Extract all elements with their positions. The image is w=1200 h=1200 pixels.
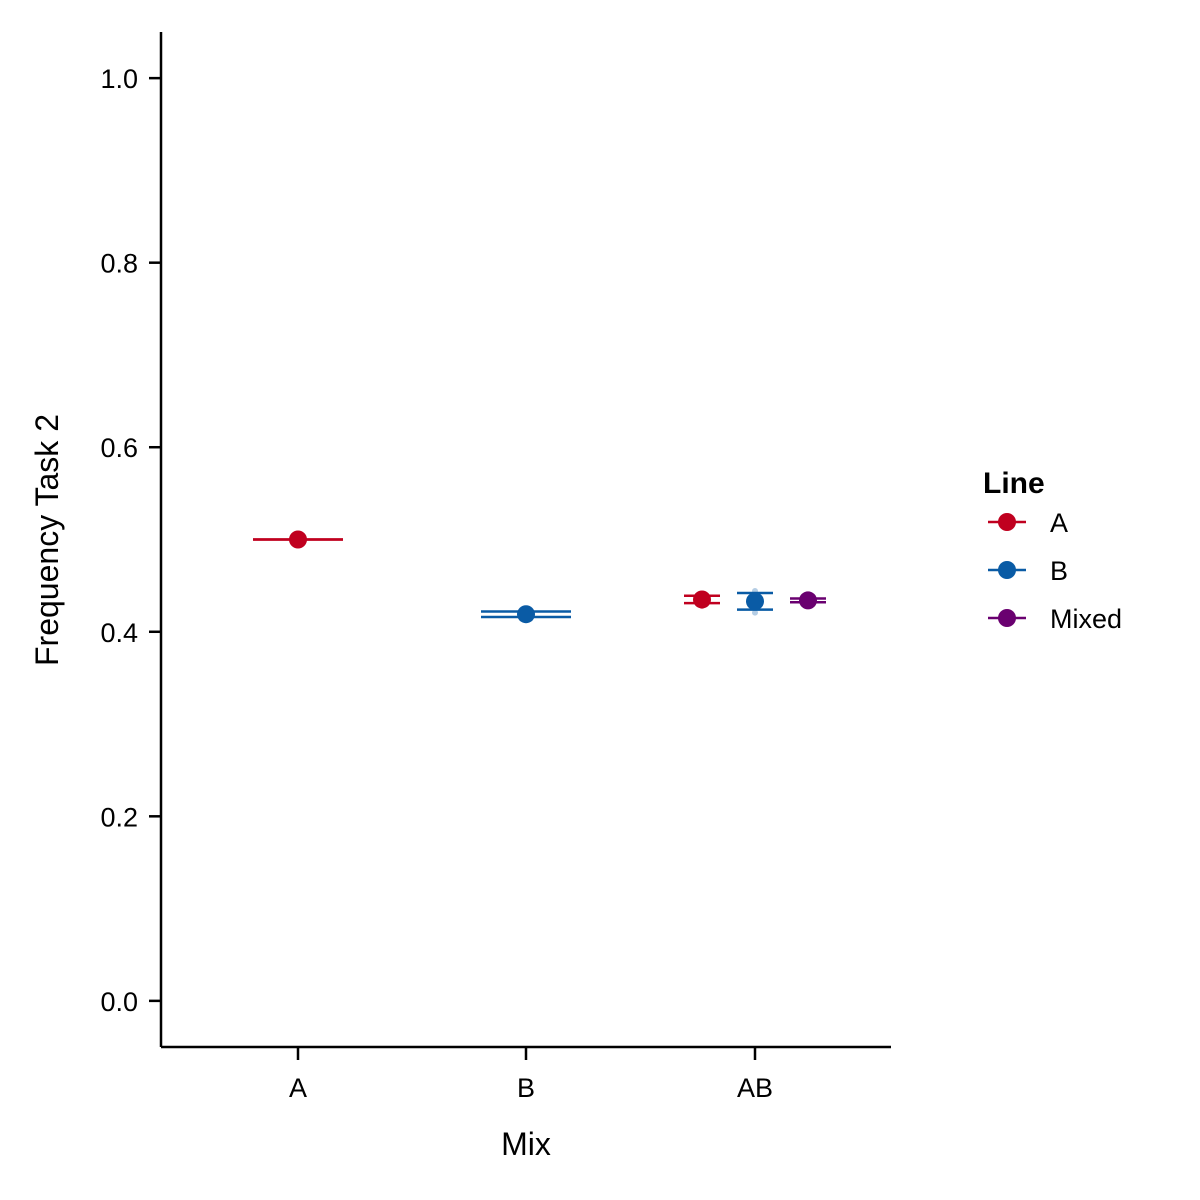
x-tick-label: AB [737, 1073, 773, 1103]
y-tick-label: 0.6 [100, 433, 138, 463]
y-tick-label: 1.0 [100, 64, 138, 94]
y-tick-label: 0.2 [100, 802, 138, 832]
raw-points [295, 534, 811, 624]
data-points [289, 530, 817, 624]
x-axis-title: Mix [501, 1126, 551, 1162]
data-point [799, 591, 817, 610]
y-tick-label: 0.0 [100, 987, 138, 1017]
legend-key-point [998, 609, 1016, 627]
legend-title: Line [983, 467, 1045, 500]
legend-label: Mixed [1050, 604, 1122, 634]
data-point [289, 530, 307, 549]
x-ticks: A B AB [289, 1047, 773, 1103]
data-point [693, 590, 711, 609]
legend-item: A [988, 508, 1068, 538]
legend: Line AB Mixed [983, 467, 1122, 634]
x-tick-label: A [289, 1073, 307, 1103]
y-ticks: 0.0 0.2 0.4 0.6 0.8 1.0 [100, 64, 161, 1017]
legend-item: Mixed [988, 604, 1122, 634]
data-point [746, 592, 764, 611]
x-tick-label: B [517, 1073, 535, 1103]
legend-label: B [1050, 556, 1068, 586]
legend-label: A [1050, 508, 1068, 538]
y-axis-title: Frequency Task 2 [29, 414, 65, 666]
y-tick-label: 0.4 [100, 618, 138, 648]
error-bars [253, 538, 826, 619]
legend-key-point [998, 513, 1016, 531]
data-point [517, 605, 535, 624]
legend-item: B [988, 556, 1068, 586]
legend-key-point [998, 561, 1016, 579]
y-tick-label: 0.8 [100, 249, 138, 279]
raw-point [752, 609, 758, 616]
